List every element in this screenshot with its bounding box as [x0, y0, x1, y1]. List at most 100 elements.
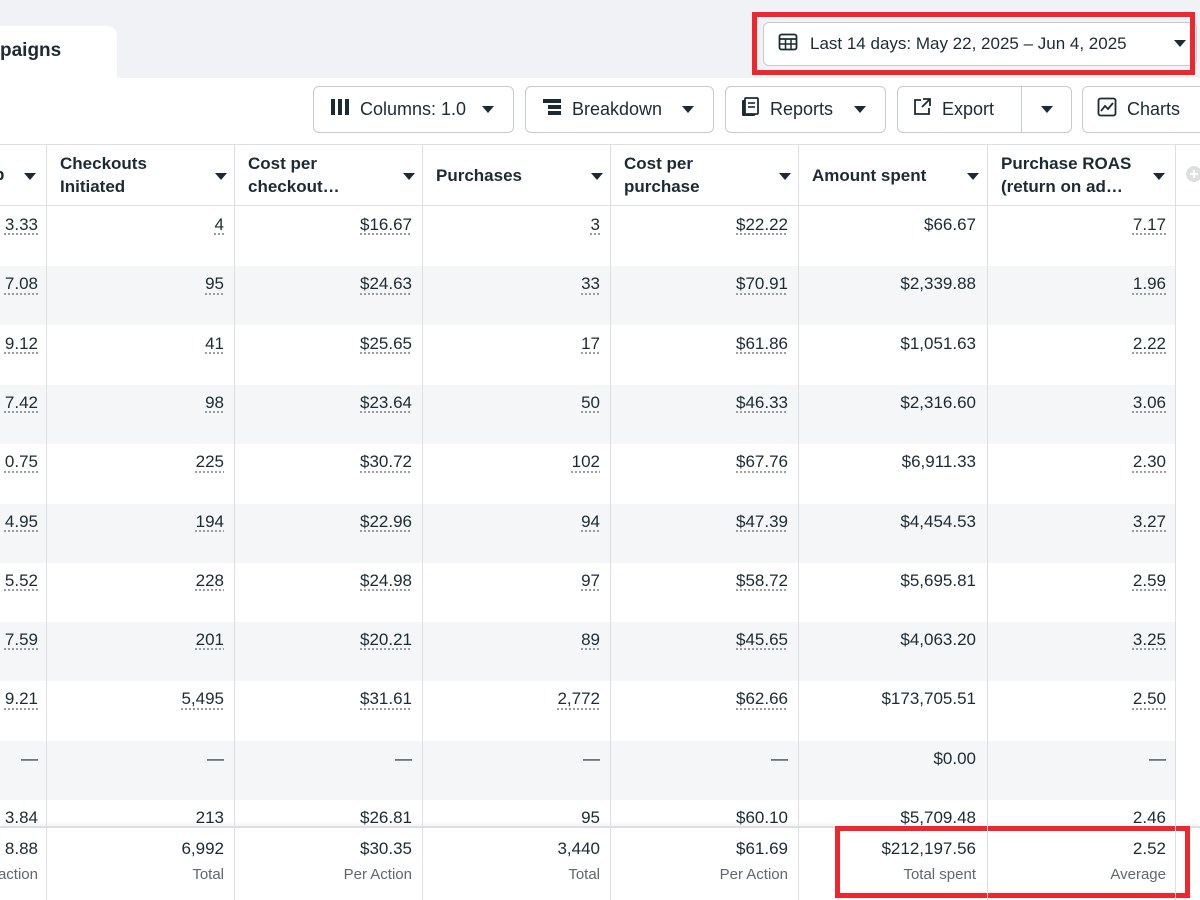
columns-button[interactable]: Columns: 1.0: [313, 86, 514, 133]
add-column-icon[interactable]: [1186, 166, 1200, 182]
total-value-c0: 8.88: [4, 839, 38, 858]
table-cell-checkouts[interactable]: 201: [195, 630, 224, 650]
table-cell-roas[interactable]: 1.96: [1132, 274, 1166, 294]
table-cell-purchases[interactable]: 89: [581, 630, 600, 650]
table-cell-roas[interactable]: 7.17: [1132, 215, 1166, 234]
breakdown-label: Breakdown: [572, 99, 663, 119]
table-cell-c0: —: [21, 748, 38, 768]
table-cell-c0[interactable]: 7.59: [4, 630, 38, 650]
chevron-down-icon: [682, 106, 694, 113]
table-cell-purchases[interactable]: 95: [581, 808, 600, 827]
table-cell-roas[interactable]: 2.30: [1132, 452, 1166, 472]
table-cell-cost-checkout[interactable]: $26.81: [360, 808, 412, 827]
table-cell-purchases[interactable]: 94: [581, 511, 600, 531]
table-cell-c0[interactable]: 0.75: [4, 452, 38, 472]
table-cell-cost-purchase[interactable]: $58.72: [736, 570, 788, 590]
table-cell-roas[interactable]: 3.06: [1132, 392, 1166, 412]
column-divider: [234, 144, 235, 900]
table-cell-checkouts[interactable]: 5,495: [181, 689, 224, 709]
table-cell-roas[interactable]: 2.59: [1132, 570, 1166, 590]
columns-icon: [330, 98, 350, 121]
table-cell-cost-purchase[interactable]: $67.76: [736, 452, 788, 472]
table-cell-c0[interactable]: 5.52: [4, 570, 38, 590]
table-cell-cost-purchase[interactable]: $60.10: [736, 808, 788, 827]
total-label-spent: Total spent: [903, 866, 976, 883]
total-value-cost-purchase: $61.69: [736, 839, 788, 858]
table-cell-cost-purchase[interactable]: $45.65: [736, 630, 788, 650]
table-cell-c0[interactable]: 4.95: [4, 511, 38, 531]
table-cell-cost-purchase[interactable]: $61.86: [736, 333, 788, 353]
table-cell-checkouts[interactable]: 4: [214, 215, 224, 234]
table-cell-purchases[interactable]: 50: [581, 392, 600, 412]
table-cell-cost-purchase[interactable]: $70.91: [736, 274, 788, 294]
table-cell-cost-checkout[interactable]: $16.67: [360, 215, 412, 234]
column-header-purchases[interactable]: Purchases: [436, 144, 611, 206]
table-cell-purchases[interactable]: 3: [590, 215, 600, 234]
export-button[interactable]: Export: [897, 86, 1072, 133]
table-cell-roas[interactable]: 2.46: [1132, 808, 1166, 827]
table-cell-cost-checkout[interactable]: $22.96: [360, 511, 412, 531]
table-row[interactable]: [0, 740, 1175, 800]
table-cell-cost-purchase[interactable]: $62.66: [736, 689, 788, 709]
column-header-checkouts[interactable]: Checkouts Initiated: [60, 144, 235, 206]
table-cell-cost-checkout[interactable]: $30.72: [360, 452, 412, 472]
table-cell-checkouts[interactable]: 95: [205, 274, 224, 294]
table-cell-c0[interactable]: 9.21: [4, 689, 38, 709]
table-cell-spent: $2,316.60: [900, 392, 976, 412]
table-cell-cost-purchase[interactable]: $47.39: [736, 511, 788, 531]
table-cell-cost-purchase[interactable]: $46.33: [736, 392, 788, 412]
table-cell-purchases[interactable]: 17: [581, 333, 600, 353]
table-cell-cost-checkout[interactable]: $31.61: [360, 689, 412, 709]
total-label-checkouts: Total: [192, 866, 224, 883]
table-cell-c0[interactable]: 9.12: [4, 333, 38, 353]
table-cell-checkouts[interactable]: 98: [205, 392, 224, 412]
column-header-label: Cost per purchase: [624, 154, 700, 196]
chart-line-icon: [1097, 97, 1117, 122]
table-cell-purchases[interactable]: 97: [581, 570, 600, 590]
table-row[interactable]: [0, 503, 1175, 563]
table-cell-purchases[interactable]: 2,772: [557, 689, 600, 709]
table-cell-checkouts[interactable]: 225: [195, 452, 224, 472]
table-cell-roas[interactable]: 2.50: [1132, 689, 1166, 709]
table-cell-c0[interactable]: 3.33: [4, 215, 38, 234]
table-row[interactable]: [0, 266, 1175, 326]
table-cell-roas[interactable]: 3.25: [1132, 630, 1166, 650]
campaigns-tab[interactable]: paigns: [0, 26, 117, 78]
date-range-picker[interactable]: Last 14 days: May 22, 2025 – Jun 4, 2025: [763, 22, 1197, 66]
table-cell-cost-checkout[interactable]: $24.63: [360, 274, 412, 294]
table-cell-c0[interactable]: 3.84: [4, 808, 38, 827]
table-row[interactable]: [0, 622, 1175, 682]
table-cell-c0[interactable]: 7.42: [4, 392, 38, 412]
table-cell-roas[interactable]: 2.22: [1132, 333, 1166, 353]
calendar-icon: [778, 32, 798, 57]
table-cell-purchases: —: [583, 748, 600, 768]
column-header[interactable]: p: [0, 144, 46, 206]
reports-button[interactable]: Reports: [725, 86, 886, 133]
table-cell-cost-checkout[interactable]: $20.21: [360, 630, 412, 650]
table-cell-checkouts[interactable]: 194: [195, 511, 224, 531]
export-dropdown-icon[interactable]: [1041, 106, 1053, 113]
table-cell-cost-purchase[interactable]: $22.22: [736, 215, 788, 234]
column-header-purchase-roas[interactable]: Purchase ROAS (return on ad…: [1001, 144, 1175, 206]
column-header-amount-spent[interactable]: Amount spent: [812, 144, 987, 206]
table-cell-checkouts[interactable]: 213: [195, 808, 224, 827]
column-header-cost-per-checkout[interactable]: Cost per checkout…: [248, 144, 423, 206]
table-cell-cost-checkout[interactable]: $24.98: [360, 570, 412, 590]
breakdown-button[interactable]: Breakdown: [525, 86, 714, 133]
column-header-cost-per-purchase[interactable]: Cost per purchase: [624, 144, 799, 206]
table-cell-cost-checkout[interactable]: $25.65: [360, 333, 412, 353]
table-cell-roas[interactable]: 3.27: [1132, 511, 1166, 531]
table-cell-checkouts[interactable]: 228: [195, 570, 224, 590]
table-cell-purchases[interactable]: 102: [571, 452, 600, 472]
table-cell-c0[interactable]: 7.08: [4, 274, 38, 294]
table-cell-checkouts[interactable]: 41: [205, 333, 224, 353]
table-cell-purchases[interactable]: 33: [581, 274, 600, 294]
table-cell-cost-checkout: —: [395, 748, 412, 768]
totals-highlight: [835, 826, 1190, 898]
table-cell-cost-checkout[interactable]: $23.64: [360, 392, 412, 412]
total-label-roas: Average: [1110, 866, 1166, 883]
table-row[interactable]: [0, 384, 1175, 444]
charts-button[interactable]: Charts: [1082, 86, 1200, 133]
table-row[interactable]: [0, 207, 1175, 266]
column-divider: [798, 144, 799, 900]
